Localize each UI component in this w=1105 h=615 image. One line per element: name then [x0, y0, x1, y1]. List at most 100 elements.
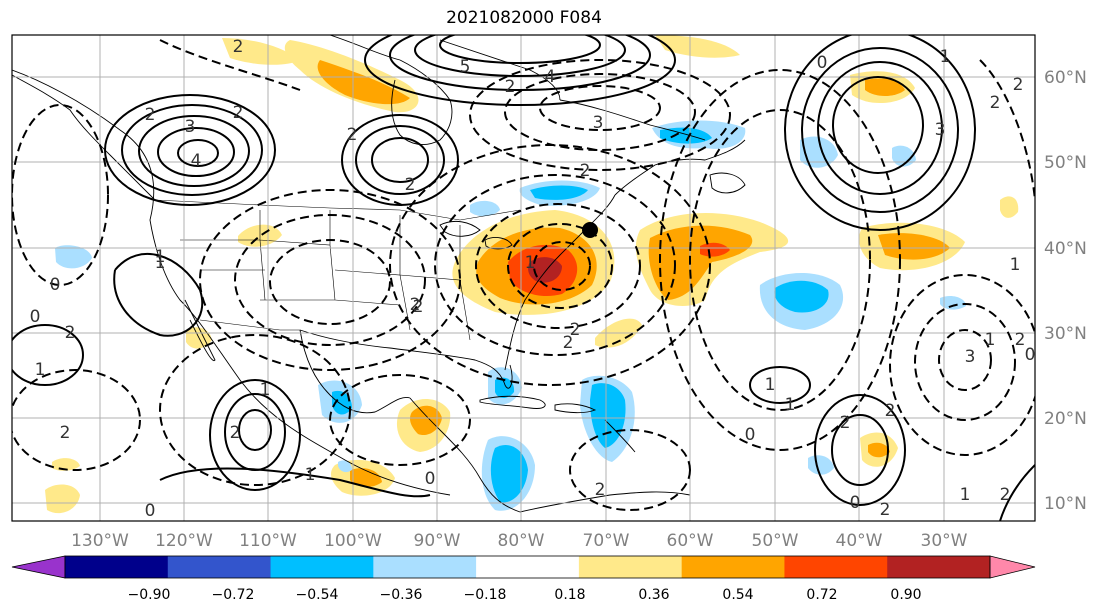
- east-coast-us: [504, 194, 616, 371]
- contour-ridge-hudson-3: [414, 35, 626, 77]
- contour-label: 1: [785, 395, 796, 415]
- contour-ridge-atlantic-1: [784, 35, 976, 231]
- colorbar-segment: [681, 556, 785, 578]
- latitude-label: 10°N: [1044, 494, 1087, 514]
- negative-anomaly-shading: [55, 120, 966, 511]
- colorbar-tick-label: −0.18: [464, 587, 507, 603]
- latitude-labels: 60°N 50°N 40°N 30°N 20°N 10°N: [1044, 68, 1087, 514]
- contour-ridge-hudson-1: [364, 35, 676, 106]
- contour-label: 1: [765, 375, 776, 395]
- contour-label: 2: [65, 323, 76, 343]
- hispaniola: [554, 403, 597, 414]
- contour-trough-nw-pacific: [12, 104, 109, 286]
- contour-label: 2: [595, 480, 606, 500]
- contour-label: 3: [935, 120, 946, 140]
- contour-trough-central-atl-2: [689, 109, 871, 411]
- colorbar-tick-label: −0.54: [296, 587, 339, 603]
- contour-ridge-hudson-4: [439, 35, 601, 64]
- south-america-north: [519, 491, 691, 513]
- contour-ridge-pacific-1: [209, 379, 301, 491]
- gulf-of-mexico-coast: [299, 329, 513, 389]
- contour-label: 1: [960, 485, 971, 505]
- anomaly-atlantic-40n-core: [648, 225, 753, 300]
- contour-label: 3: [965, 347, 976, 367]
- contour-label: 2: [233, 103, 244, 123]
- contour-trough-caribbean: [569, 429, 691, 511]
- contour-trough-central-1: [199, 189, 461, 371]
- contour-ridge-atlantic-3: [817, 61, 943, 195]
- longitude-label: 40°W: [836, 531, 883, 551]
- anomaly-tropical-atlantic-blue: [808, 455, 834, 475]
- contour-ridge-hudson-2: [389, 35, 651, 91]
- contour-label: 4: [545, 67, 556, 87]
- contour-label: 2: [405, 175, 416, 195]
- longitude-label: 90°W: [414, 531, 461, 551]
- contour-label: 2: [233, 37, 244, 57]
- contour-label: 2: [413, 297, 424, 317]
- anomaly-mexico-pacific: [338, 460, 352, 473]
- anomaly-east-atlantic-2: [940, 295, 966, 310]
- contour-label: 4: [191, 151, 202, 171]
- colorbar: −0.90 −0.72 −0.54 −0.36 −0.18 0.18 0.36 …: [11, 555, 1036, 603]
- contour-trough-labrador-3: [539, 85, 661, 131]
- longitude-label: 60°W: [667, 531, 714, 551]
- contour-label: 2: [505, 77, 516, 97]
- contour-label: 0: [50, 275, 61, 295]
- latitude-label: 30°N: [1044, 324, 1087, 344]
- us-canada-border: [154, 199, 521, 221]
- north-america-west-coast: [12, 69, 451, 496]
- contour-label: 2: [990, 93, 1001, 113]
- contour-trough-pacific-1: [159, 334, 351, 486]
- contour-ridge-alaska-1: [104, 94, 276, 206]
- contour-ridge-trop-atl-1: [814, 394, 906, 506]
- anomaly-east-atlantic: [892, 145, 916, 167]
- labrador-coast: [559, 99, 706, 141]
- colorbar-frame: [64, 555, 991, 579]
- positive-contours: [12, 35, 1035, 521]
- contour-label: 2: [580, 161, 591, 181]
- contour-trough-east-atl-2: [914, 303, 1016, 421]
- contour-ridge-alaska-2: [121, 104, 263, 196]
- contour-trough-east-atl-1: [889, 274, 1035, 456]
- contour-label: 0: [30, 307, 41, 327]
- contour-zero-line-3: [999, 464, 1035, 521]
- colorbar-segment: [578, 556, 683, 578]
- contour-trough-east-5: [533, 241, 591, 291]
- anomaly-florida-core: [495, 377, 515, 398]
- contour-label: 0: [850, 493, 861, 513]
- state-lines: [180, 210, 471, 341]
- contour-ridge-nw-canada-2: [355, 125, 445, 195]
- colorbar-extend-low: [11, 555, 66, 579]
- central-america: [409, 397, 521, 513]
- anomaly-newfoundland-core: [530, 185, 588, 200]
- contour-trough-pacific-2: [12, 369, 141, 471]
- contour-label: 1: [305, 465, 316, 485]
- anomaly-pacific-mexico-core: [350, 468, 382, 488]
- colorbar-segment: [476, 556, 580, 578]
- colorbar-tick-label: −0.90: [128, 587, 171, 603]
- contour-ridge-pacific-3: [238, 409, 272, 451]
- alaska-coast: [12, 74, 156, 201]
- latitude-label: 40°N: [1044, 239, 1087, 259]
- contour-trough-labrador-1: [469, 59, 731, 171]
- contour-trough-central-2: [234, 214, 426, 346]
- contour-ridge-alaska-5: [177, 139, 219, 167]
- contour-ridge-central-atl: [749, 366, 811, 404]
- anomaly-labrador-core: [660, 127, 712, 144]
- longitude-labels: 130°W 120°W 110°W 100°W 90°W 80°W 70°W 6…: [71, 531, 968, 551]
- contour-trough-labrador-2: [504, 73, 696, 151]
- contour-label: 1: [1010, 255, 1021, 275]
- colorbar-tick-label: 0.36: [638, 587, 669, 603]
- anomaly-tropical-atlantic-core: [868, 442, 890, 458]
- contour-zero-line-2: [159, 467, 431, 498]
- longitude-label: 70°W: [583, 531, 630, 551]
- contour-ridge-trop-atl-2: [831, 414, 889, 486]
- contour-ridge-atlantic-2: [801, 47, 959, 213]
- colorbar-tick-label: −0.36: [380, 587, 423, 603]
- anomaly-north-atlantic-core: [865, 78, 905, 96]
- baja-peninsula: [184, 299, 216, 361]
- contour-trough-central-3: [269, 239, 391, 325]
- anomaly-gulf-mexico-core: [332, 390, 352, 415]
- contour-trough-far-east: [979, 59, 1035, 201]
